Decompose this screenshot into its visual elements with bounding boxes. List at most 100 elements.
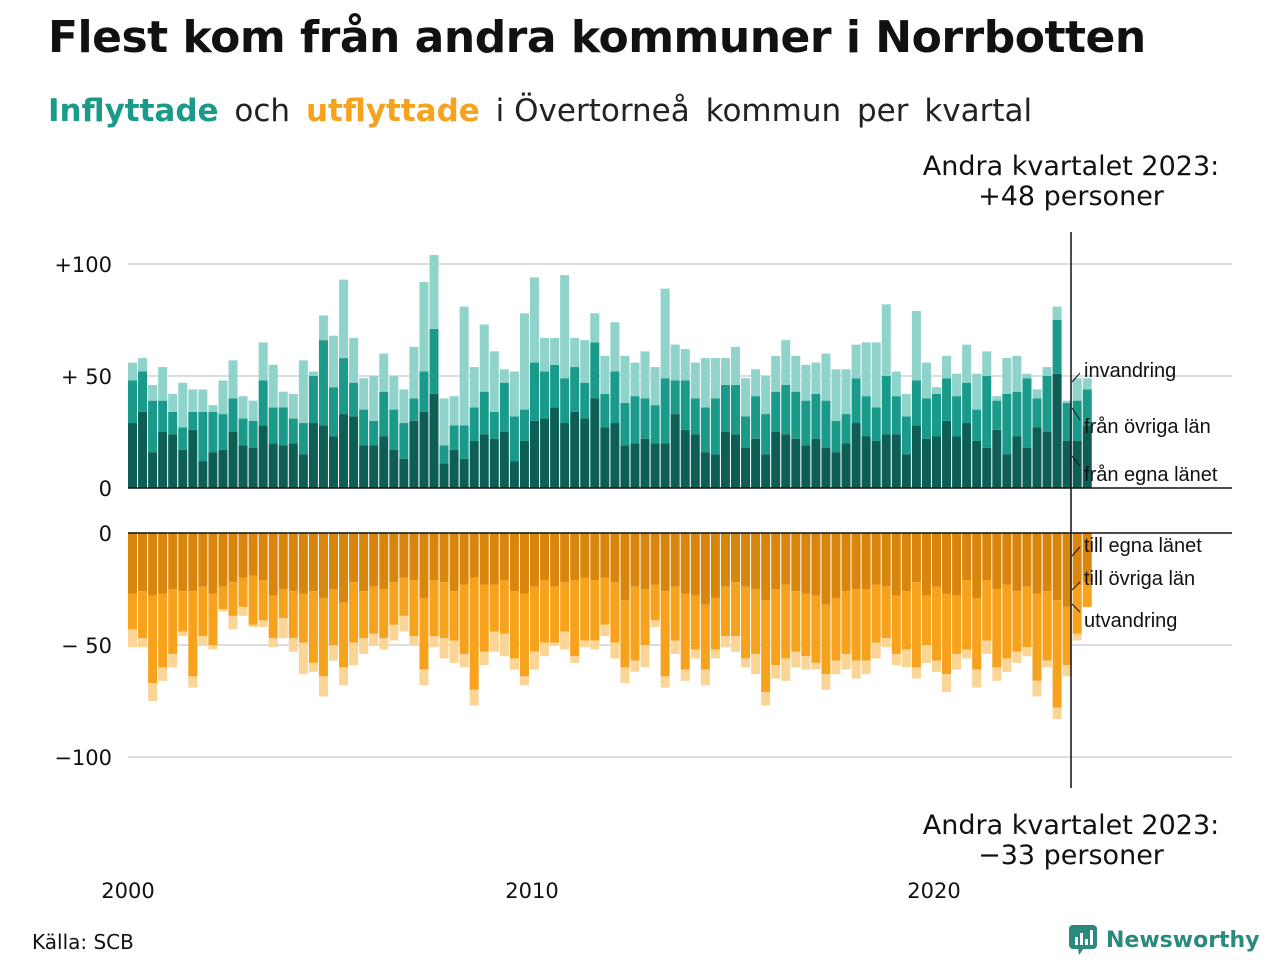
bar-in-ovriga-lan [349, 382, 359, 417]
bar-in-egna-lanet [771, 432, 781, 488]
bar-in-ovriga-lan [881, 376, 891, 435]
bar-in-ovriga-lan [439, 445, 449, 464]
bar-in-ovriga-lan [801, 400, 811, 446]
bar-utvandring [1042, 660, 1052, 668]
bar-in-egna-lanet [831, 452, 841, 488]
bar-out-ovriga-lan [288, 591, 298, 639]
bar-out-ovriga-lan [540, 580, 550, 643]
bar-out-egna-lanet [710, 533, 720, 598]
bar-out-egna-lanet [811, 533, 821, 596]
bar-out-ovriga-lan [831, 597, 841, 661]
bar-in-ovriga-lan [620, 402, 630, 446]
bar-in-egna-lanet [1012, 436, 1022, 488]
bar-in-ovriga-lan [550, 364, 560, 408]
bar-in-ovriga-lan [690, 398, 700, 435]
bar-in-ovriga-lan [1022, 378, 1032, 448]
bar-utvandring [489, 631, 499, 652]
bar-in-egna-lanet [449, 449, 459, 488]
bar-in-ovriga-lan [318, 340, 328, 426]
bar-out-ovriga-lan [138, 591, 148, 639]
bar-out-egna-lanet [399, 533, 409, 578]
bar-out-ovriga-lan [148, 595, 158, 684]
bar-out-egna-lanet [570, 533, 580, 581]
bar-utvandring [148, 683, 158, 701]
bar-invandring [731, 346, 740, 385]
bar-in-ovriga-lan [731, 384, 740, 435]
bar-in-egna-lanet [761, 454, 771, 488]
bar-invandring [881, 304, 891, 376]
bar-in-egna-lanet [841, 443, 851, 488]
bar-in-egna-lanet [439, 463, 449, 488]
bar-in-ovriga-lan [479, 391, 489, 435]
bar-out-egna-lanet [610, 533, 620, 583]
bar-out-ovriga-lan [298, 593, 308, 643]
bar-invandring [449, 396, 459, 426]
bar-utvandring [128, 629, 137, 648]
bar-out-ovriga-lan [409, 580, 419, 637]
bar-in-egna-lanet [359, 445, 369, 488]
bar-in-egna-lanet [962, 423, 972, 488]
bar-out-ovriga-lan [379, 589, 389, 639]
bar-utvandring [700, 669, 710, 686]
bar-out-egna-lanet [720, 533, 730, 587]
bar-in-egna-lanet [891, 434, 901, 488]
bar-out-ovriga-lan [339, 602, 349, 668]
label-till-ovriga-lan: till övriga län [1084, 568, 1195, 590]
source-note: Källa: SCB [32, 930, 134, 954]
bar-invandring [580, 340, 590, 383]
bar-in-egna-lanet [519, 440, 529, 488]
bar-out-ovriga-lan [921, 595, 931, 645]
bar-utvandring [550, 642, 560, 645]
bar-invandring [901, 393, 911, 417]
bar-in-egna-lanet [238, 445, 248, 488]
leader-fran-egna [1071, 455, 1081, 467]
bar-invandring [700, 358, 710, 408]
bar-out-egna-lanet [489, 533, 499, 585]
label-fran-egna-lanet: från egna länet [1084, 464, 1218, 486]
bar-out-egna-lanet [389, 533, 399, 583]
newsworthy-logo[interactable]: Newsworthy [1068, 924, 1260, 956]
bar-invandring [439, 398, 449, 446]
bar-invandring [1002, 358, 1012, 394]
bar-invandring [600, 355, 610, 394]
bar-in-egna-lanet [329, 436, 338, 488]
bar-in-ovriga-lan [369, 420, 379, 446]
bar-out-egna-lanet [932, 533, 941, 587]
bar-invandring [660, 288, 670, 379]
bar-in-egna-lanet [1002, 454, 1012, 488]
bar-out-ovriga-lan [1082, 582, 1092, 607]
bar-in-egna-lanet [1022, 447, 1032, 488]
bar-in-egna-lanet [610, 423, 620, 488]
bar-invandring [761, 376, 771, 415]
bar-out-egna-lanet [329, 533, 338, 589]
bar-in-egna-lanet [620, 445, 630, 488]
bar-out-egna-lanet [530, 533, 539, 587]
bar-utvandring [178, 631, 188, 637]
bar-out-ovriga-lan [519, 593, 529, 677]
bar-in-ovriga-lan [1052, 320, 1062, 374]
bar-in-ovriga-lan [680, 380, 690, 430]
bar-out-egna-lanet [509, 533, 519, 592]
bar-out-ovriga-lan [932, 586, 941, 661]
bar-invandring [690, 362, 700, 399]
bar-utvandring [329, 645, 338, 661]
bar-out-egna-lanet [540, 533, 550, 581]
bar-invandring [318, 315, 328, 341]
bar-invandring [278, 391, 288, 408]
bar-out-ovriga-lan [349, 582, 359, 643]
bar-out-egna-lanet [258, 533, 268, 581]
bar-utvandring [751, 653, 761, 675]
bar-in-ovriga-lan [700, 407, 710, 453]
bar-in-egna-lanet [499, 432, 509, 488]
bar-utvandring [399, 615, 409, 632]
bar-utvandring [298, 642, 308, 675]
bar-in-ovriga-lan [761, 414, 771, 455]
bar-in-ovriga-lan [228, 398, 238, 432]
bar-invandring [942, 355, 952, 379]
bar-out-egna-lanet [339, 533, 349, 603]
bar-in-ovriga-lan [540, 371, 550, 419]
leader-till-egna [1071, 546, 1081, 557]
bar-out-egna-lanet [891, 533, 901, 596]
bar-in-egna-lanet [530, 420, 539, 488]
